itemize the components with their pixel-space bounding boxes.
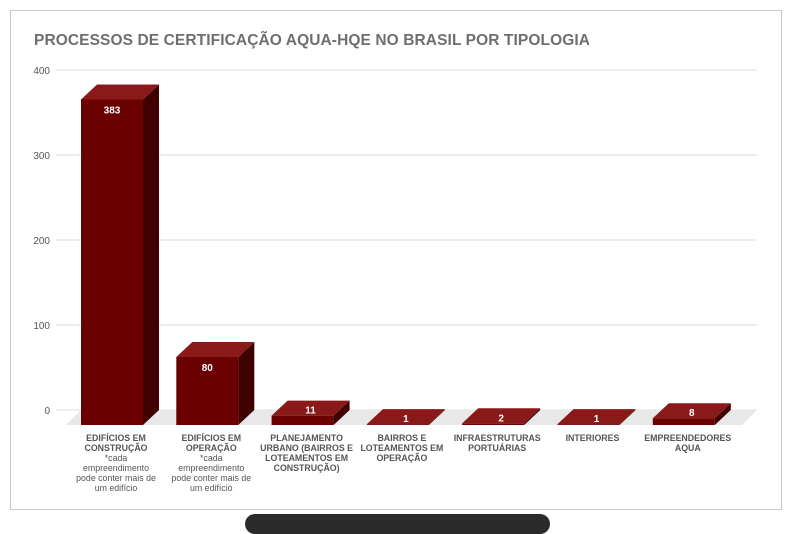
y-tick-label: 400	[33, 66, 50, 77]
bar	[652, 418, 715, 425]
bar-side	[428, 409, 445, 425]
data-label: 1	[403, 414, 409, 425]
bar-top	[652, 403, 731, 419]
bar-top	[271, 400, 350, 416]
bar	[176, 357, 239, 425]
bar-top	[176, 342, 255, 357]
bar-top	[557, 409, 636, 425]
x-category-label: EDIFÍCIOS EM OPERAÇÃO *cada empreendimento p…	[171, 433, 251, 493]
bar	[557, 424, 620, 425]
bar-side	[524, 408, 541, 425]
data-label: 8	[689, 408, 695, 419]
y-tick-label: 300	[33, 151, 50, 162]
x-category-label: INTERIORES	[566, 433, 620, 443]
x-category-label: EDIFÍCIOS EM CONSTRUÇÃO *cada empreendiment…	[76, 433, 156, 493]
x-category-label: PLANEJAMENTO URBANO (BAIRROS E LOTEAMENTOS…	[260, 433, 353, 473]
y-tick-label: 0	[44, 406, 50, 417]
bar-side	[714, 403, 731, 425]
bottom-toolbar	[245, 514, 550, 534]
bar-top	[366, 409, 445, 425]
y-tick-label: 200	[33, 236, 50, 247]
data-label: 80	[202, 363, 214, 374]
bar-top	[81, 84, 159, 100]
bar-chart: 0 100 200 300 400 383 EDIFÍCIOS EM CONSTRUÇÃO *c…	[33, 66, 757, 493]
bar-side	[143, 84, 159, 425]
bar-side	[333, 400, 350, 425]
data-label: 2	[498, 413, 504, 424]
data-label: 383	[104, 105, 121, 116]
bar	[271, 415, 334, 425]
x-category-label: BAIRROS E LOTEAMENTOS EM OPERAÇÃO	[360, 433, 443, 463]
bar-top	[462, 408, 541, 424]
x-category-label: EMPREENDEDORES AQUA	[644, 433, 731, 453]
bar	[81, 99, 143, 425]
chart-title: PROCESSOS DE CERTIFICAÇÃO AQUA-HQE NO BR…	[34, 32, 591, 49]
y-tick-label: 100	[33, 321, 50, 332]
bar-side	[619, 409, 636, 425]
data-label: 11	[305, 406, 316, 417]
bar	[462, 423, 525, 425]
bar-side	[238, 342, 255, 425]
x-category-label: INFRAESTRUTURAS PORTUÁRIAS	[454, 433, 541, 453]
bar	[366, 424, 429, 425]
data-label: 1	[594, 414, 600, 425]
